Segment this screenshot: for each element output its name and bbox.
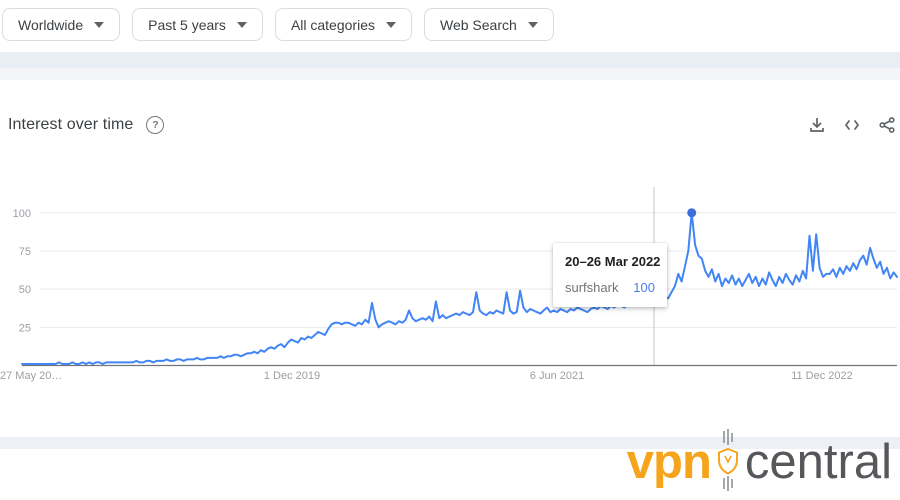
region-filter-dropdown[interactable]: Worldwide — [2, 8, 121, 41]
tooltip-value: 100 — [633, 280, 655, 295]
search-type-filter-dropdown[interactable]: Web Search — [423, 8, 554, 41]
x-axis-tick-label: 1 Dec 2019 — [264, 370, 320, 382]
logo-text-central: central — [744, 434, 892, 489]
bottom-divider-band — [0, 437, 900, 449]
trend-chart[interactable]: 25 50 75 100 27 May 20… 1 Dec 2019 6 Jun 2021 1… — [0, 150, 900, 382]
highlight-dot — [687, 208, 697, 218]
tooltip-series-row: surfshark 100 — [565, 280, 655, 295]
trend-chart-svg[interactable]: 25 50 75 100 27 May 20… 1 Dec 2019 6 Jun 2021 1… — [0, 150, 900, 382]
embed-code-icon[interactable] — [843, 116, 861, 134]
help-icon[interactable] — [146, 116, 165, 134]
chevron-down-icon — [236, 22, 247, 28]
chevron-down-icon — [385, 22, 396, 28]
chevron-down-icon — [94, 22, 105, 28]
trend-line — [21, 211, 898, 365]
y-axis-tick-label: 25 — [19, 322, 31, 334]
x-axis-tick-label: 27 May 20… — [0, 370, 62, 382]
logo-shield-icon — [714, 429, 742, 495]
time-filter-label: Past 5 years — [148, 16, 226, 33]
logo-text-vpn: vpn — [626, 434, 712, 489]
y-axis-tick-label: 75 — [19, 246, 31, 258]
x-axis-tick-label: 11 Dec 2022 — [791, 370, 853, 382]
chart-tooltip: 20–26 Mar 2022 surfshark 100 — [553, 243, 667, 307]
download-icon[interactable] — [808, 116, 826, 134]
chart-actions — [808, 116, 896, 134]
tooltip-term: surfshark — [565, 280, 619, 295]
y-axis-tick-label: 100 — [13, 208, 31, 220]
tooltip-date: 20–26 Mar 2022 — [565, 254, 661, 269]
interest-over-time-header: Interest over time — [8, 114, 896, 136]
time-filter-dropdown[interactable]: Past 5 years — [132, 8, 263, 41]
vpncentral-logo: vpn central — [627, 429, 892, 495]
y-axis-tick-label: 50 — [19, 284, 31, 296]
region-filter-label: Worldwide — [18, 16, 84, 33]
x-axis-tick-label: 6 Jun 2021 — [530, 370, 584, 382]
category-filter-label: All categories — [290, 16, 375, 33]
category-filter-dropdown[interactable]: All categories — [274, 8, 412, 41]
filter-bar: Worldwide Past 5 years All categories We… — [2, 8, 554, 41]
search-type-filter-label: Web Search — [439, 16, 517, 33]
share-icon[interactable] — [878, 116, 896, 134]
page-title: Interest over time — [8, 116, 134, 133]
top-divider-band — [0, 52, 900, 80]
chevron-down-icon — [527, 22, 538, 28]
